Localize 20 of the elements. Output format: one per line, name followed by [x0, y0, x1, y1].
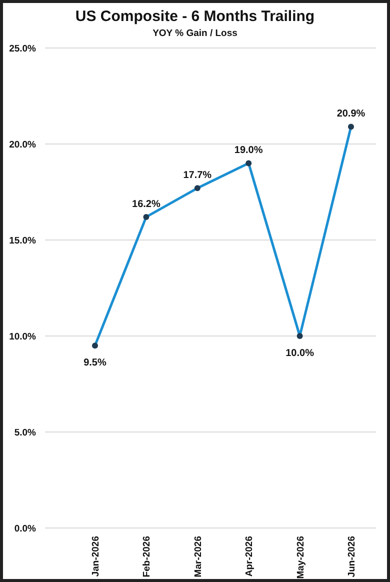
x-tick-label: May-2026 — [295, 536, 306, 579]
chart-title: US Composite - 6 Months Trailing — [75, 8, 315, 25]
y-tick-label: 5.0% — [14, 428, 37, 438]
text: 16.2% — [132, 198, 160, 210]
text: 20.9% — [336, 108, 366, 120]
x-tick-label: Jan-2026 — [90, 536, 102, 577]
text: 9.5% — [84, 358, 106, 369]
text: 17.7% — [183, 170, 212, 182]
x-tick-label: Apr-2026 — [244, 536, 256, 577]
text: 19.0% — [234, 145, 263, 156]
x-tick-label: Jun-2026 — [346, 536, 358, 578]
y-tick-label: 20.0% — [9, 140, 37, 150]
x-tick-label: Feb-2026 — [142, 536, 153, 578]
y-tick-label: 15.0% — [9, 236, 37, 246]
chart-subtitle: YOY % Gain / Loss — [152, 28, 238, 39]
y-tick-label: 25.0% — [9, 44, 37, 54]
y-tick-label: 10.0% — [9, 332, 37, 342]
x-tick-label: Mar-2026 — [192, 536, 204, 578]
text: 10.0% — [286, 348, 314, 359]
y-tick-label: 0.0% — [14, 524, 37, 534]
